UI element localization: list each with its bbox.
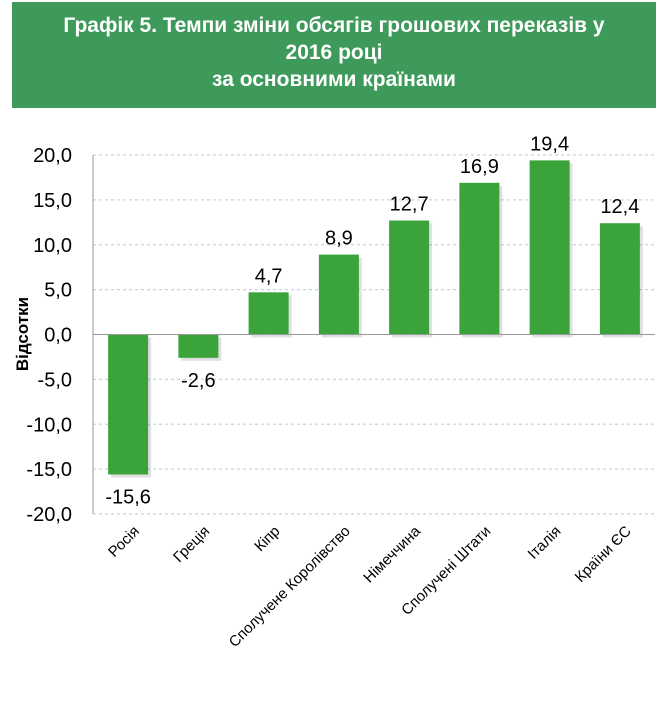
bar (318, 254, 359, 335)
bar (459, 182, 500, 335)
data-label: 4,7 (255, 265, 283, 287)
category-label: Італія (525, 523, 565, 563)
category-label: Німеччина (360, 522, 424, 586)
data-label: 16,9 (460, 156, 499, 178)
bars (108, 160, 643, 478)
data-label: 19,4 (530, 133, 569, 155)
data-label: 12,4 (600, 196, 639, 218)
y-tick-label: 10,0 (33, 235, 72, 257)
y-tick-label: -10,0 (26, 414, 72, 436)
y-tick-label: 0,0 (44, 325, 72, 347)
chart-title-line-1: Графік 5. Темпи зміни обсягів грошових п… (63, 14, 605, 37)
bar (529, 160, 570, 335)
bar (389, 220, 430, 335)
data-label: -2,6 (181, 370, 215, 392)
chart-title-line-3: за основними країнами (212, 68, 456, 91)
axes (92, 155, 655, 514)
data-label: 8,9 (325, 228, 353, 250)
bar (108, 334, 149, 475)
y-tick-label: -15,0 (26, 459, 72, 481)
data-label: 12,7 (390, 194, 429, 216)
category-label: Країни ЄС (572, 523, 635, 586)
bar (599, 223, 640, 335)
y-tick-label: 5,0 (44, 280, 72, 302)
category-label: Греція (170, 523, 213, 566)
y-tick-label: -20,0 (26, 504, 72, 526)
category-label: Сполучене Королівство (226, 523, 354, 651)
category-label: Кіпр (251, 523, 283, 555)
data-label: -15,6 (105, 487, 151, 509)
y-tick-label: 15,0 (33, 190, 72, 212)
chart-title-line-2: 2016 році (285, 41, 383, 64)
bar (178, 334, 219, 358)
chart-title-box: Графік 5. Темпи зміни обсягів грошових п… (12, 2, 656, 108)
y-tick-label: -5,0 (38, 369, 72, 391)
y-tick-label: 20,0 (33, 145, 72, 167)
y-axis-label: Відсотки (13, 297, 32, 371)
category-label: Росія (105, 523, 143, 561)
bar (248, 292, 289, 335)
